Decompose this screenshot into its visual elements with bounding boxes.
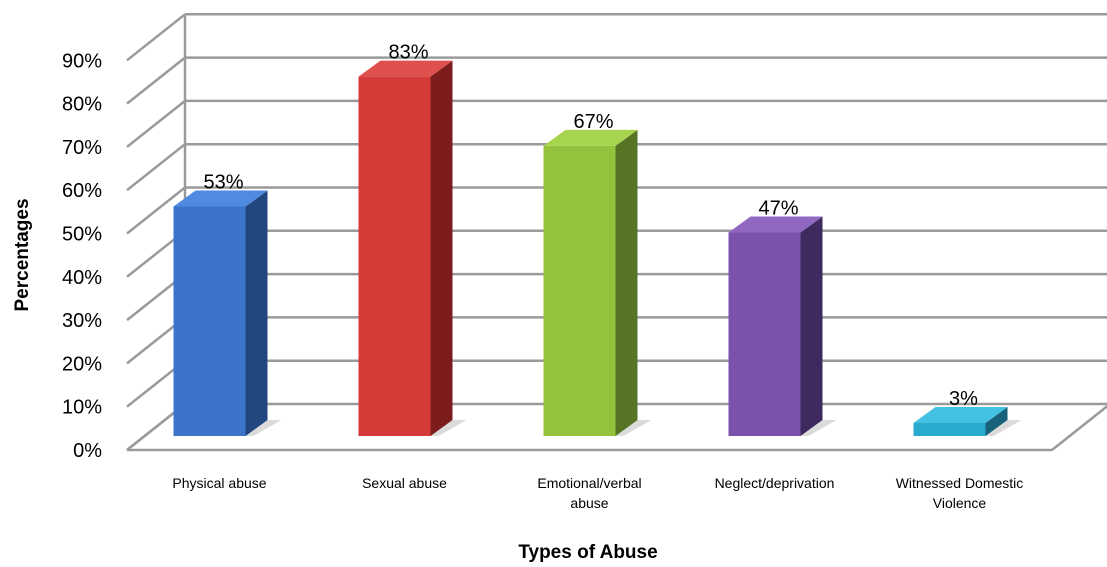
x-tick-label-line: Sexual abuse: [362, 475, 447, 491]
x-tick-label-line: Neglect/deprivation: [715, 475, 835, 491]
y-tick-label: 60%: [62, 180, 102, 202]
y-tick-label: 70%: [62, 137, 102, 159]
data-labels: 53% 83% 67% 47% 3%: [203, 42, 978, 410]
gridline-side: [126, 56, 186, 105]
y-tick-labels: 0% 10% 20% 30% 40% 50% 60% 70% 80% 90%: [62, 50, 102, 462]
bar-front: [543, 145, 616, 436]
bar: [173, 190, 282, 436]
bar-top: [358, 60, 453, 77]
bar-top: [173, 190, 268, 207]
data-label: 47%: [758, 197, 798, 219]
data-label: 83%: [388, 42, 428, 64]
y-tick-label: 10%: [62, 397, 102, 419]
y-tick-label: 0%: [73, 440, 102, 462]
bar-side: [985, 407, 1008, 436]
x-tick-label: Physical abuse: [172, 475, 266, 491]
x-axis-title: Types of Abuse: [518, 542, 657, 563]
x-tick-label-line: Physical abuse: [172, 475, 266, 491]
x-tick-label: Emotional/verbal abuse: [537, 475, 641, 511]
bar: [913, 407, 1022, 436]
bar-side: [245, 190, 268, 436]
x-tick-label-line: Violence: [933, 495, 987, 511]
y-axis-title: Percentages: [12, 198, 33, 311]
bars: [173, 60, 1022, 437]
x-tick-label: Neglect/deprivation: [715, 475, 835, 491]
y-tick-label: 50%: [62, 224, 102, 246]
bar: [543, 129, 652, 436]
data-label: 67%: [573, 111, 613, 133]
gridline-side: [126, 186, 186, 235]
bar-front: [358, 76, 431, 437]
bar: [728, 216, 837, 436]
bar-front: [173, 206, 246, 436]
x-tick-label-line: Witnessed Domestic: [896, 475, 1024, 491]
x-tick-label-line: abuse: [570, 495, 608, 511]
y-tick-label: 20%: [62, 353, 102, 375]
data-label: 3%: [949, 388, 978, 410]
data-label: 53%: [203, 172, 243, 194]
y-tick-label: 30%: [62, 310, 102, 332]
y-tick-label: 90%: [62, 50, 102, 72]
floor-right-edge: [1051, 404, 1107, 451]
bar-top: [913, 407, 1008, 424]
bar-top: [728, 216, 823, 233]
bar-side: [615, 129, 638, 436]
y-tick-label: 80%: [62, 94, 102, 116]
bar-side: [430, 60, 453, 437]
gridlines: [126, 13, 1107, 452]
gridline-side: [126, 13, 186, 62]
gridline-side: [126, 99, 186, 148]
bar-front: [913, 423, 986, 436]
bar-side: [800, 216, 823, 436]
x-tick-label: Witnessed Domestic Violence: [896, 475, 1024, 511]
bar-top: [543, 129, 638, 146]
gridline-side: [126, 143, 186, 192]
bar-front: [728, 232, 801, 436]
x-tick-labels: Physical abuse Sexual abuse Emotional/verb…: [172, 475, 1023, 511]
bar: [358, 60, 467, 437]
x-tick-label: Sexual abuse: [362, 475, 447, 491]
x-tick-label-line: Emotional/verbal: [537, 475, 641, 491]
y-tick-label: 40%: [62, 267, 102, 289]
